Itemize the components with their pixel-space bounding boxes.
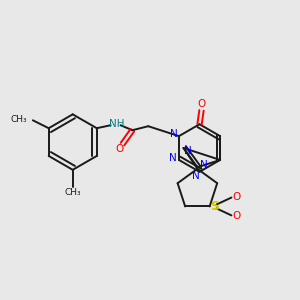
Text: N: N (169, 153, 177, 163)
Text: N: N (170, 129, 178, 139)
Text: CH₃: CH₃ (10, 115, 27, 124)
Text: S: S (210, 200, 219, 213)
Text: N: N (192, 171, 200, 181)
Text: O: O (116, 144, 124, 154)
Text: N: N (184, 146, 191, 156)
Text: N: N (200, 160, 207, 170)
Text: NH: NH (109, 119, 124, 129)
Text: O: O (197, 99, 206, 110)
Text: O: O (232, 212, 241, 221)
Text: CH₃: CH₃ (64, 188, 81, 197)
Text: O: O (232, 192, 241, 202)
